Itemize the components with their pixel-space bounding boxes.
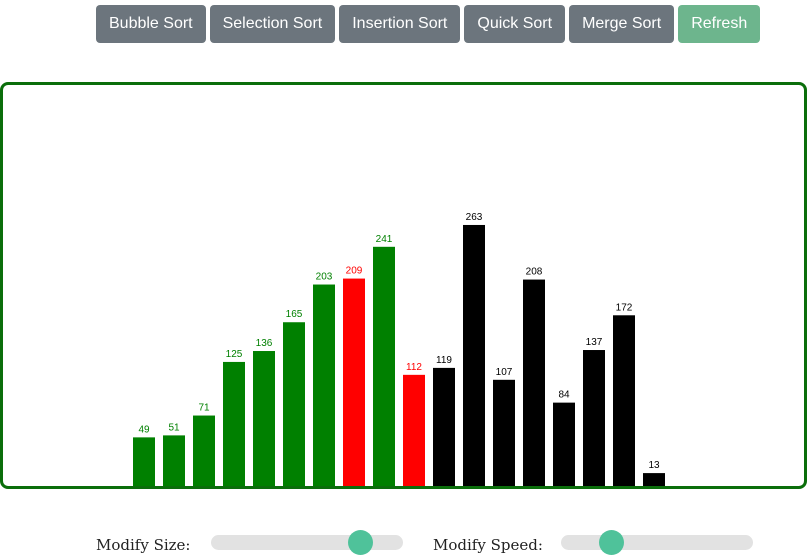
bubble-sort-button[interactable]: Bubble Sort [96, 5, 206, 43]
bar-label-12: 107 [496, 367, 513, 378]
size-slider[interactable] [211, 530, 403, 555]
bar-8 [373, 246, 395, 486]
bar-3 [223, 361, 245, 486]
bar-label-2: 71 [198, 403, 210, 414]
bar-16 [613, 315, 635, 486]
controls-bar: Modify Size: Modify Speed: [0, 528, 812, 558]
sort-visualizer-board: 49 51 71 125 136 165 203 209 241 112 119 263 107 208 8… [0, 82, 807, 489]
bar-0 [133, 437, 155, 486]
bar-label-10: 119 [436, 355, 452, 366]
bar-9 [403, 374, 425, 486]
bar-label-1: 51 [168, 422, 180, 433]
quick-sort-button[interactable]: Quick Sort [464, 5, 566, 43]
bar-label-3: 125 [226, 349, 243, 360]
speed-label: Modify Speed: [433, 536, 543, 554]
speed-slider[interactable] [561, 530, 753, 555]
merge-sort-button[interactable]: Merge Sort [569, 5, 675, 43]
bar-10 [433, 367, 455, 486]
bar-5 [283, 322, 305, 486]
bar-14 [553, 402, 575, 486]
bar-label-9: 112 [406, 362, 422, 373]
bar-6 [313, 284, 335, 486]
bar-label-7: 209 [346, 266, 363, 277]
insertion-sort-button[interactable]: Insertion Sort [339, 5, 461, 43]
bar-label-11: 263 [466, 212, 483, 223]
bar-4 [253, 351, 275, 486]
bar-label-17: 13 [648, 460, 660, 471]
size-slider-thumb[interactable] [347, 530, 373, 555]
bar-15 [583, 350, 605, 486]
bar-7 [343, 278, 365, 486]
bar-13 [523, 279, 545, 486]
speed-slider-thumb[interactable] [599, 530, 625, 555]
bar-2 [193, 415, 215, 486]
bar-chart: 49 51 71 125 136 165 203 209 241 112 119 263 107 208 8… [133, 212, 665, 486]
algorithm-toolbar: Bubble Sort Selection Sort Insertion Sor… [96, 5, 761, 43]
bar-label-13: 208 [526, 267, 543, 278]
size-label: Modify Size: [96, 536, 191, 554]
selection-sort-button[interactable]: Selection Sort [209, 5, 336, 43]
bar-label-0: 49 [138, 424, 150, 435]
bar-label-14: 84 [558, 390, 570, 401]
bar-17 [643, 473, 665, 486]
bar-1 [163, 435, 185, 486]
bar-label-8: 241 [376, 234, 393, 245]
bar-label-6: 203 [316, 272, 333, 283]
bar-11 [463, 224, 485, 486]
bar-label-16: 172 [616, 302, 633, 313]
bar-label-5: 165 [286, 309, 303, 320]
bar-label-4: 136 [256, 338, 273, 349]
bar-label-15: 137 [586, 337, 603, 348]
refresh-button[interactable]: Refresh [678, 5, 761, 43]
bar-12 [493, 379, 515, 486]
